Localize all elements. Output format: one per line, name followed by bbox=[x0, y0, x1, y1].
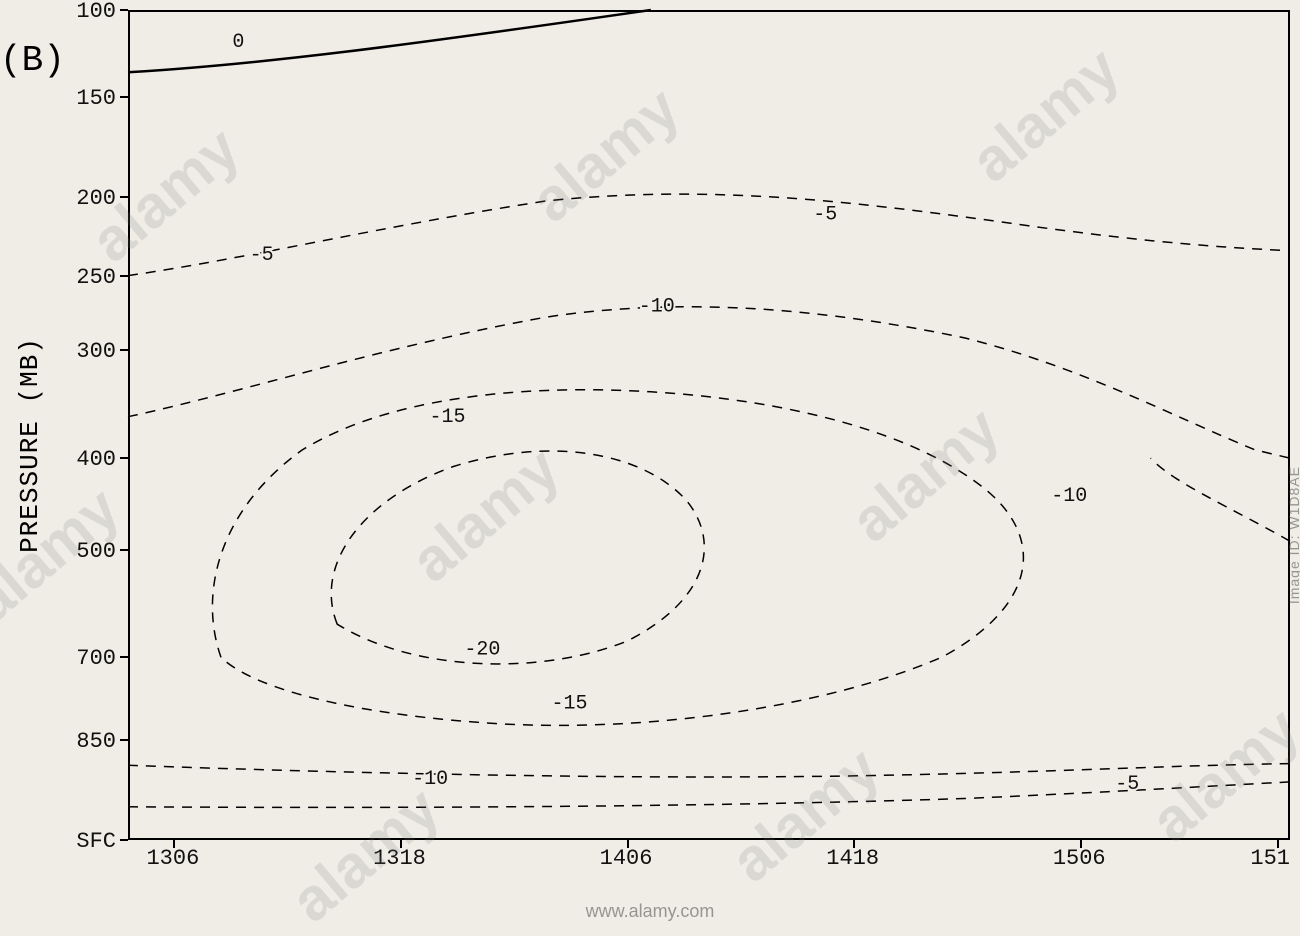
contour-line bbox=[331, 451, 704, 664]
contour-svg: 0 -5 -5 -10 -10 -15 -15 -20 -10 -5 bbox=[0, 0, 1300, 932]
contour-line bbox=[128, 194, 1290, 275]
contour-label: -15 bbox=[552, 692, 588, 715]
contour-label: -5 bbox=[250, 244, 274, 267]
contour-label: -15 bbox=[430, 406, 466, 429]
contour-label: -20 bbox=[464, 638, 500, 661]
contour-label: -5 bbox=[813, 203, 837, 226]
contour-label: -5 bbox=[1115, 773, 1139, 796]
contour-line bbox=[1151, 458, 1290, 541]
contour-label: 0 bbox=[232, 31, 244, 54]
contour-line bbox=[128, 10, 651, 72]
contour-line bbox=[128, 307, 1290, 458]
contour-label: -10 bbox=[639, 296, 675, 319]
contour-line bbox=[212, 390, 1023, 726]
contour-label: -10 bbox=[412, 768, 448, 791]
contour-label: -10 bbox=[1051, 485, 1087, 508]
